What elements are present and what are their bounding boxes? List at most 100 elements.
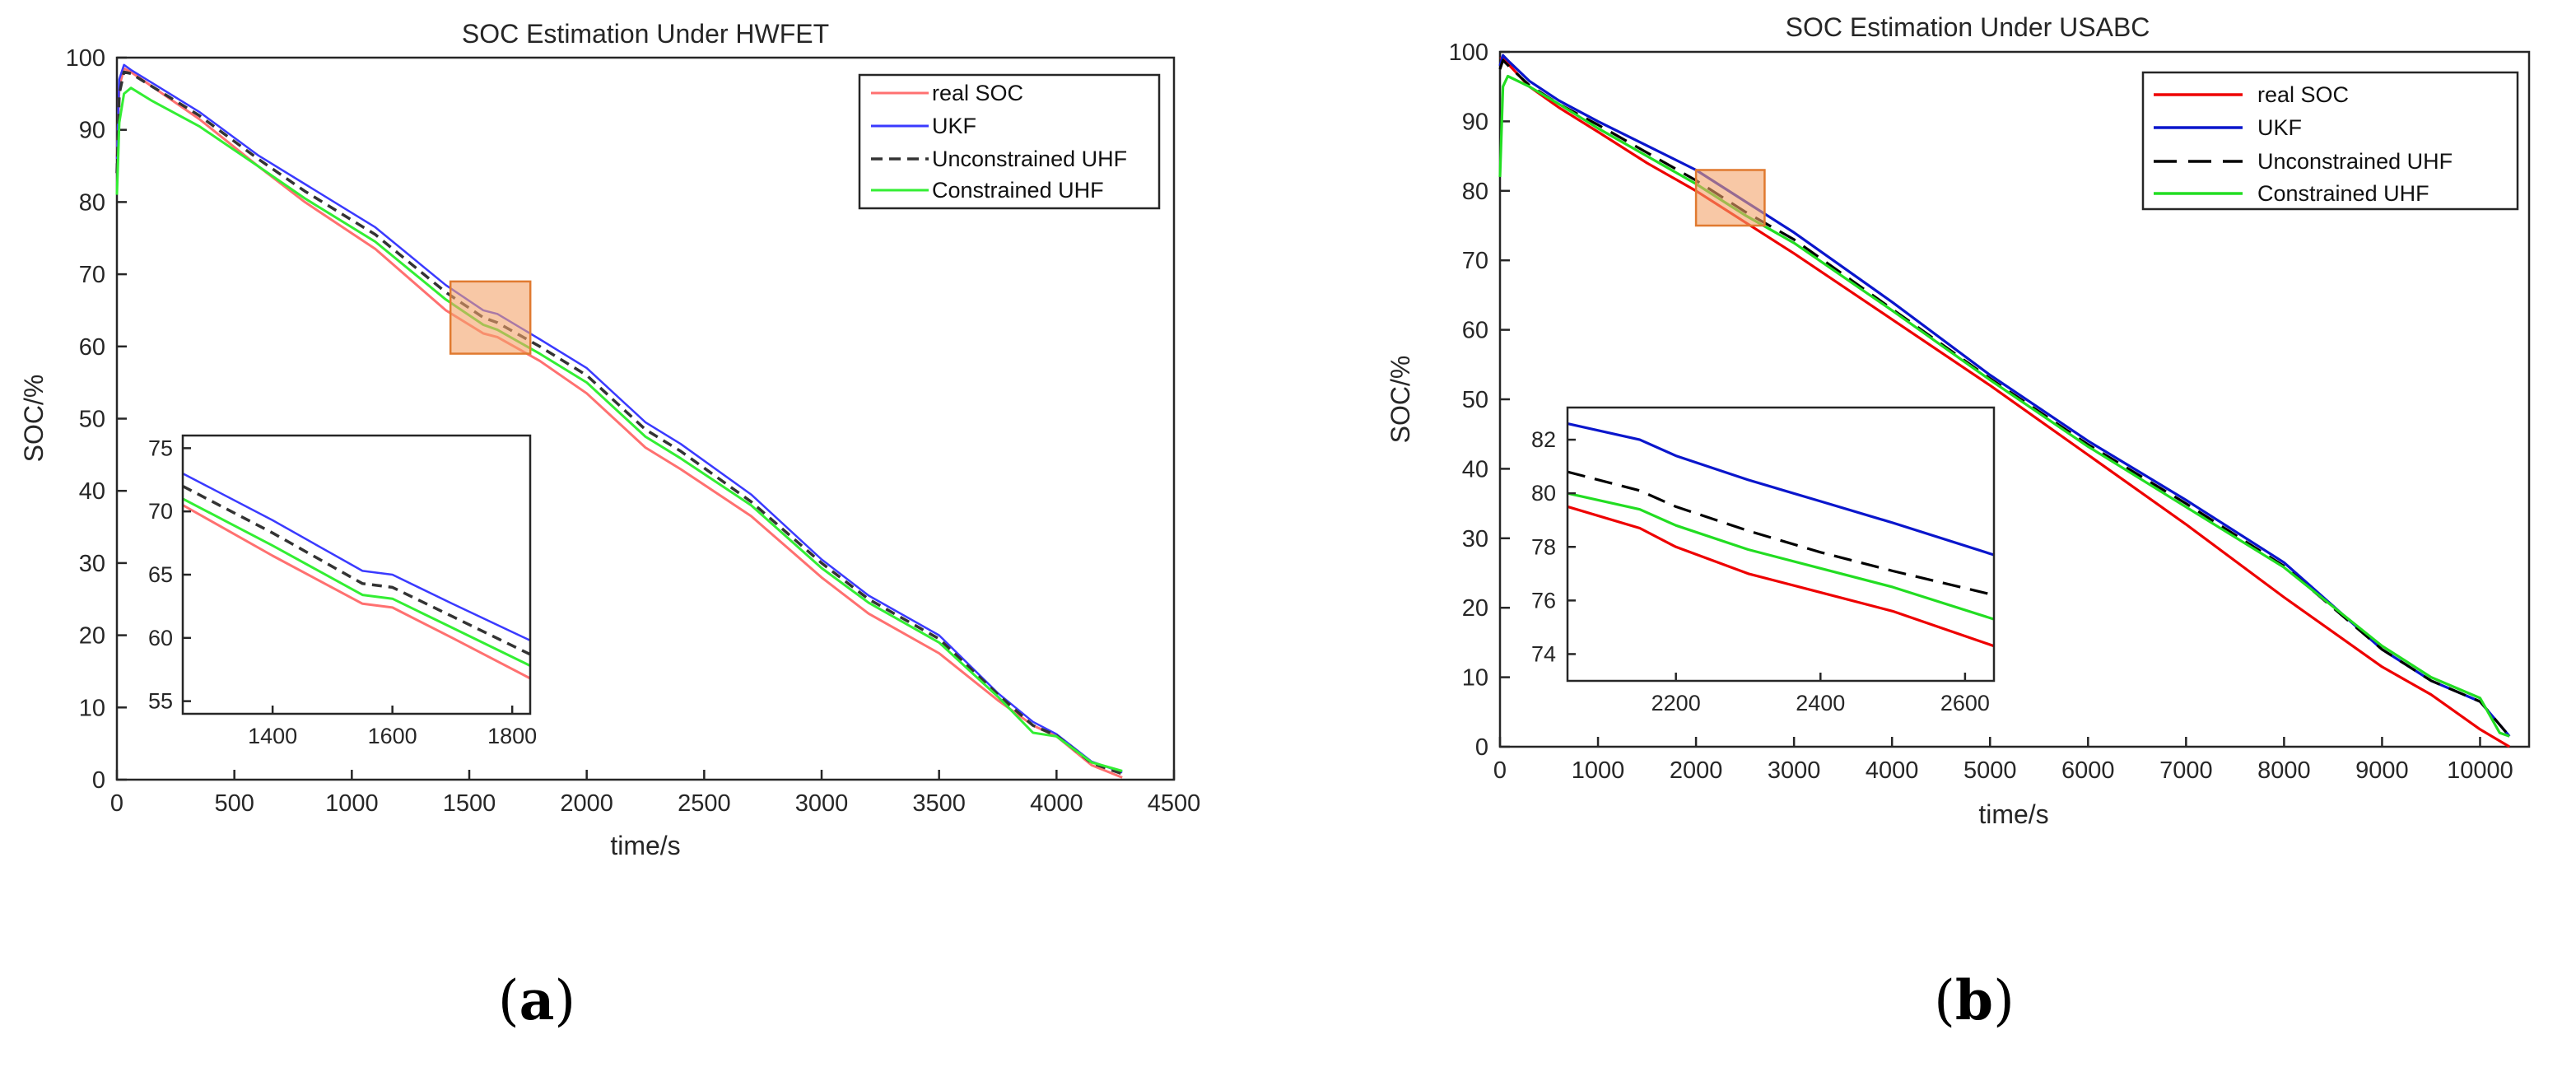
b-y-tick-label-70: 70 [1462, 248, 1488, 274]
a-x-tick-label-2000: 2000 [560, 790, 613, 817]
b-x-tick-label-0: 0 [1493, 757, 1507, 784]
panel-label-a-open: ( [498, 969, 519, 1032]
b-inset-y-tick-label-78: 78 [1531, 534, 1556, 559]
a-y-tick-label-40: 40 [79, 478, 105, 505]
a-inset-y-tick-label-65: 65 [148, 562, 173, 587]
a-inset-x-tick-label-1800: 1800 [487, 724, 537, 748]
legend-b: real SOC UKF Unconstrained UHF Constrain… [2141, 71, 2519, 211]
a-x-tick-label-4500: 4500 [1148, 790, 1201, 817]
a-y-tick-label-30: 30 [79, 551, 105, 577]
y-axis-title-a: SOC/% [19, 375, 49, 463]
a-y-tick-label-90: 90 [79, 118, 105, 144]
a-y-tick-label-10: 10 [79, 695, 105, 721]
a-series-unconstrained-uhf [115, 70, 1123, 776]
inset-series-group-b [1567, 422, 1995, 648]
b-y-tick-label-50: 50 [1462, 387, 1488, 413]
a-inset-y-tick-label-75: 75 [148, 436, 173, 460]
panel-label-b-open: ( [1934, 969, 1955, 1032]
y-axis-title-b: SOC/% [1386, 356, 1415, 444]
b-inset-series-unconstrained-uhf [1567, 470, 1995, 597]
b-x-tick-label-10000: 10000 [2447, 757, 2513, 784]
b-inset-y-tick-label-80: 80 [1531, 481, 1556, 506]
b-inset-series-real-soc [1567, 505, 1995, 648]
panel-label-a: (a) [498, 968, 575, 1032]
a-x-tick-label-4000: 4000 [1030, 790, 1083, 817]
b-x-tick-label-9000: 9000 [2355, 757, 2409, 784]
inset-b: 2200 2400 2600 74 76 78 80 82 [1531, 406, 1996, 715]
inset-plot-area-b [1566, 406, 1996, 683]
b-y-tick-label-40: 40 [1462, 456, 1488, 482]
b-inset-x-tick-label-2400: 2400 [1796, 691, 1845, 715]
a-x-tick-label-3500: 3500 [912, 790, 966, 817]
chart-title-b: SOC Estimation Under USABC [1786, 12, 2150, 42]
b-series-constrained-uhf [1498, 74, 2510, 738]
a-x-tick-label-1500: 1500 [443, 790, 496, 817]
legend-label-unconstrained-uhf-a: Unconstrained UHF [932, 147, 1127, 171]
a-y-tick-label-50: 50 [79, 407, 105, 433]
b-y-tick-label-100: 100 [1449, 40, 1488, 66]
y-axis-b: 0 10 20 30 40 50 60 70 80 90 100 [1449, 40, 1510, 761]
legend-box-a [858, 73, 1161, 210]
a-y-tick-label-100: 100 [66, 45, 105, 72]
b-x-tick-label-2000: 2000 [1670, 757, 1723, 784]
a-inset-x-tick-label-1400: 1400 [248, 724, 297, 748]
a-y-tick-label-0: 0 [92, 767, 105, 794]
legend-label-real-soc-b: real SOC [2257, 82, 2349, 107]
a-y-tick-label-70: 70 [79, 262, 105, 288]
b-x-tick-label-1000: 1000 [1572, 757, 1625, 784]
panel-label-b-letter: b [1955, 968, 1993, 1032]
b-inset-y-tick-label-82: 82 [1531, 427, 1556, 452]
chart-panel-a: SOC Estimation Under HWFET 0 500 1000 1500 2… [19, 19, 1200, 1032]
b-x-tick-label-7000: 7000 [2159, 757, 2213, 784]
a-inset-y-tick-label-70: 70 [148, 499, 173, 524]
zoom-region-b [1694, 169, 1766, 227]
panel-label-a-close: ) [554, 969, 575, 1032]
inset-y-axis-b: 74 76 78 80 82 [1531, 427, 1576, 666]
a-inset-series-unconstrained-uhf [182, 484, 531, 656]
a-x-tick-label-2500: 2500 [678, 790, 731, 817]
b-y-tick-label-10: 10 [1462, 665, 1488, 692]
inset-a: 1400 1600 1800 55 60 65 70 75 [148, 434, 537, 748]
chart-title-a: SOC Estimation Under HWFET [462, 19, 829, 49]
b-x-tick-label-5000: 5000 [1963, 757, 2017, 784]
a-inset-y-tick-label-60: 60 [148, 626, 173, 650]
legend-label-ukf-b: UKF [2257, 115, 2302, 140]
inset-background-b [1567, 408, 1994, 681]
a-y-tick-label-80: 80 [79, 189, 105, 216]
legend-label-unconstrained-uhf-b: Unconstrained UHF [2257, 149, 2453, 174]
zoom-region-a [449, 280, 532, 355]
series-group-b [1498, 54, 2511, 748]
legend-label-constrained-uhf-b: Constrained UHF [2257, 181, 2429, 206]
x-axis-title-b: time/s [1978, 799, 2048, 829]
b-inset-x-tick-label-2600: 2600 [1940, 691, 1990, 715]
legend-label-ukf-a: UKF [932, 114, 976, 138]
a-x-tick-label-3000: 3000 [795, 790, 849, 817]
a-x-tick-label-1000: 1000 [325, 790, 379, 817]
legend-label-constrained-uhf-a: Constrained UHF [932, 178, 1104, 203]
b-x-tick-label-6000: 6000 [2061, 757, 2115, 784]
y-axis-a: 0 10 20 30 40 50 60 70 80 90 100 [66, 45, 127, 794]
b-y-tick-label-20: 20 [1462, 595, 1488, 622]
x-axis-b: 0 1000 2000 3000 4000 5000 6000 7000 8000 9000 100… [1493, 737, 2513, 784]
a-inset-series-constrained-uhf [182, 497, 531, 667]
inset-x-axis-a: 1400 1600 1800 [248, 706, 537, 748]
b-inset-x-tick-label-2200: 2200 [1651, 691, 1701, 715]
panel-label-b: (b) [1934, 968, 2015, 1032]
inset-background-a [183, 436, 530, 714]
b-x-tick-label-3000: 3000 [1768, 757, 1821, 784]
b-x-tick-label-4000: 4000 [1866, 757, 1919, 784]
a-series-constrained-uhf [115, 86, 1123, 772]
b-x-tick-label-8000: 8000 [2257, 757, 2311, 784]
a-inset-series-real-soc [182, 504, 531, 680]
b-inset-series-ukf [1567, 422, 1995, 557]
a-inset-x-tick-label-1600: 1600 [368, 724, 417, 748]
b-y-tick-label-30: 30 [1462, 526, 1488, 552]
inset-y-axis-a: 55 60 65 70 75 [148, 436, 191, 714]
x-axis-a: 0 500 1000 1500 2000 2500 3000 3500 4000 4500 [110, 770, 1200, 817]
b-inset-series-constrained-uhf [1567, 492, 1995, 621]
b-y-tick-label-90: 90 [1462, 109, 1488, 135]
a-inset-y-tick-label-55: 55 [148, 689, 173, 714]
b-y-tick-label-0: 0 [1475, 734, 1488, 761]
x-axis-title-a: time/s [610, 831, 680, 860]
